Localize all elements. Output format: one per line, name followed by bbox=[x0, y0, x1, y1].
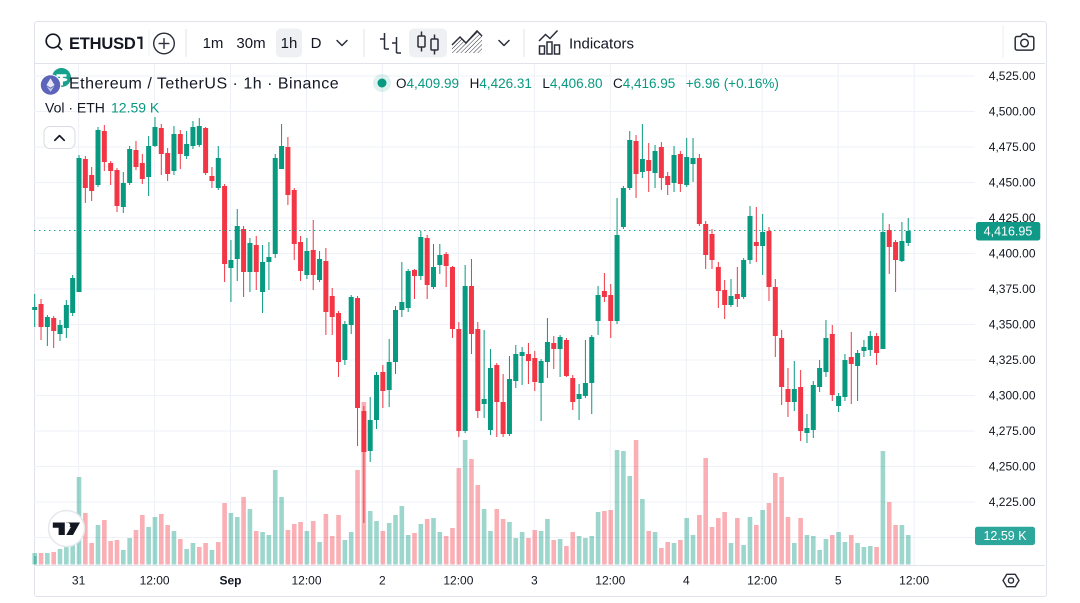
svg-text:30m: 30m bbox=[236, 35, 265, 52]
svg-text:4,225.00: 4,225.00 bbox=[989, 495, 1036, 509]
svg-text:12:00: 12:00 bbox=[899, 574, 929, 588]
svg-text:4,525.00: 4,525.00 bbox=[989, 69, 1036, 83]
svg-text:4,475.00: 4,475.00 bbox=[989, 140, 1036, 154]
svg-text:4,400.00: 4,400.00 bbox=[989, 247, 1036, 261]
svg-text:Indicators: Indicators bbox=[569, 36, 634, 53]
svg-text:Sep: Sep bbox=[219, 574, 241, 588]
svg-text:12:00: 12:00 bbox=[747, 574, 777, 588]
svg-text:4,250.00: 4,250.00 bbox=[989, 460, 1036, 474]
svg-text:1m: 1m bbox=[203, 35, 224, 52]
svg-text:4,300.00: 4,300.00 bbox=[989, 389, 1036, 403]
svg-text:4,500.00: 4,500.00 bbox=[989, 105, 1036, 119]
svg-text:12.59 K: 12.59 K bbox=[983, 529, 1027, 543]
svg-text:Vol · ETH: Vol · ETH bbox=[45, 100, 105, 116]
svg-text:4: 4 bbox=[683, 574, 690, 588]
svg-text:4,416.95: 4,416.95 bbox=[984, 225, 1033, 239]
svg-text:31: 31 bbox=[72, 574, 86, 588]
svg-text:12:00: 12:00 bbox=[443, 574, 473, 588]
svg-text:4,450.00: 4,450.00 bbox=[989, 176, 1036, 190]
svg-text:3: 3 bbox=[531, 574, 538, 588]
svg-text:4,325.00: 4,325.00 bbox=[989, 353, 1036, 367]
svg-text:4,375.00: 4,375.00 bbox=[989, 282, 1036, 296]
svg-text:ETHUSD: ETHUSD bbox=[69, 35, 136, 53]
svg-text:12:00: 12:00 bbox=[291, 574, 321, 588]
svg-text:4,275.00: 4,275.00 bbox=[989, 424, 1036, 438]
svg-text:4,425.00: 4,425.00 bbox=[989, 211, 1036, 225]
svg-text:5: 5 bbox=[835, 574, 842, 588]
svg-text:D: D bbox=[311, 35, 322, 52]
svg-text:12:00: 12:00 bbox=[140, 574, 170, 588]
svg-text:12:00: 12:00 bbox=[595, 574, 625, 588]
svg-text:4,350.00: 4,350.00 bbox=[989, 318, 1036, 332]
svg-text:1h: 1h bbox=[281, 35, 298, 52]
svg-text:12.59 K: 12.59 K bbox=[111, 100, 160, 116]
svg-text:2: 2 bbox=[379, 574, 386, 588]
svg-text:Ethereum / TetherUS · 1h · Bin: Ethereum / TetherUS · 1h · Binance bbox=[69, 76, 339, 93]
